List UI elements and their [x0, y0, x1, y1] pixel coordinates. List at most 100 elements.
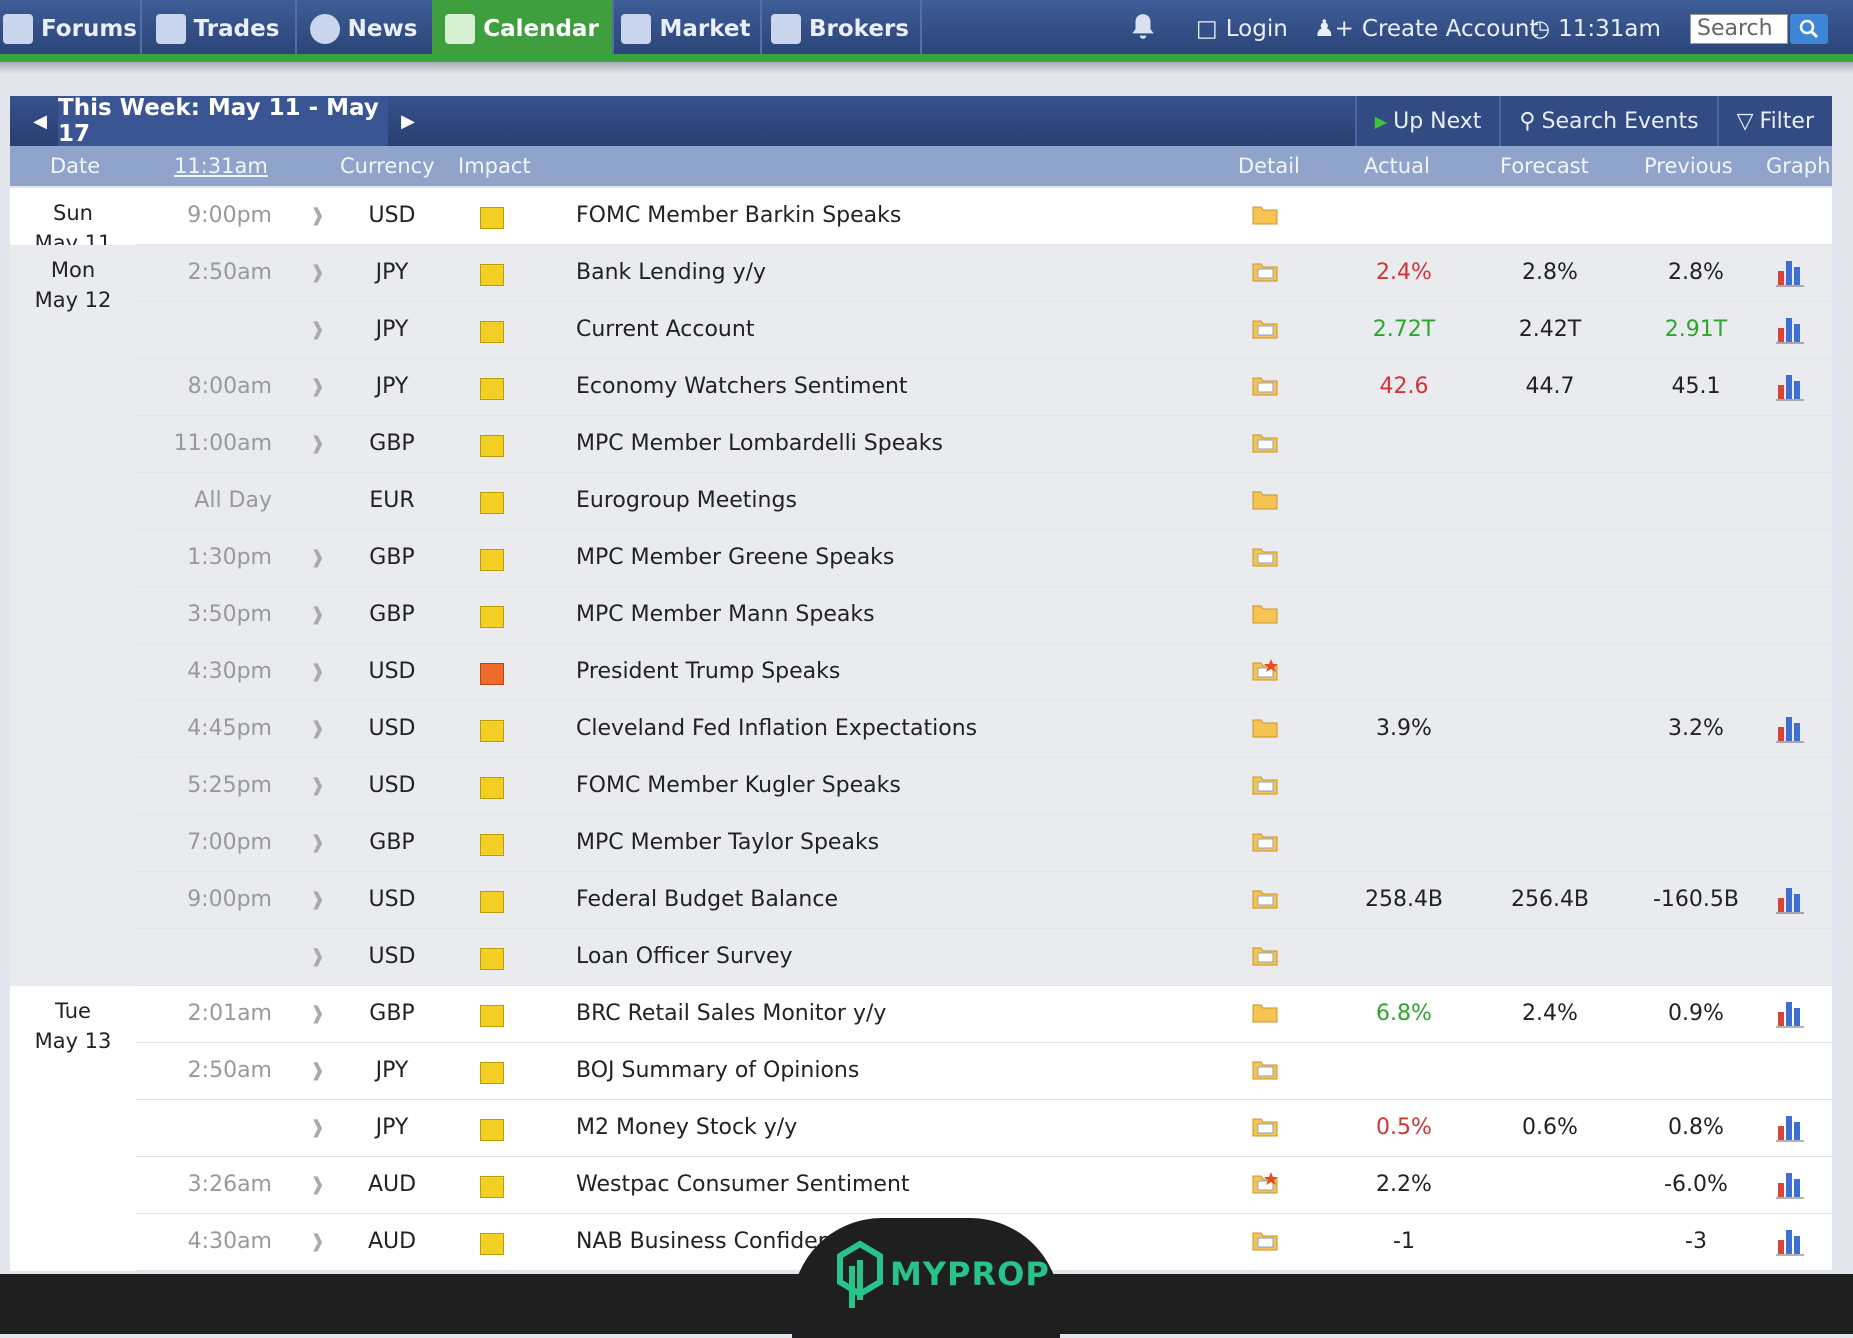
graph-icon[interactable]	[1776, 1112, 1804, 1142]
detail-folder-icon[interactable]	[1252, 260, 1278, 282]
table-row[interactable]: 8:00am ❱ JPY Economy Watchers Sentiment 42.6…	[136, 359, 1832, 417]
event-title[interactable]: MPC Member Taylor Speaks	[576, 830, 880, 855]
event-title[interactable]: Bank Lending y/y	[576, 260, 767, 285]
impact-icon[interactable]	[480, 663, 504, 685]
impact-icon[interactable]	[480, 1005, 504, 1027]
graph-icon[interactable]	[1776, 998, 1804, 1028]
sound-icon[interactable]: ❱	[310, 1231, 326, 1252]
table-row[interactable]: 5:25pm ❱ USD FOMC Member Kugler Speaks	[136, 758, 1832, 816]
detail-folder-icon[interactable]	[1252, 545, 1278, 567]
tab-news[interactable]: News	[295, 0, 434, 58]
tab-market[interactable]: Market	[612, 0, 762, 58]
table-row[interactable]: 1:30pm ❱ GBP MPC Member Greene Speaks	[136, 530, 1832, 588]
detail-folder-icon[interactable]	[1252, 830, 1278, 852]
sound-icon[interactable]: ❱	[310, 604, 326, 625]
create-account-link[interactable]: ♟+ Create Account	[1314, 16, 1539, 42]
sound-icon[interactable]: ❱	[310, 262, 326, 283]
event-title[interactable]: Cleveland Fed Inflation Expectations	[576, 716, 978, 741]
next-week-button[interactable]: ▶	[388, 96, 428, 146]
impact-icon[interactable]	[480, 1233, 504, 1255]
tab-trades[interactable]: Trades	[140, 0, 297, 58]
impact-icon[interactable]	[480, 549, 504, 571]
table-row[interactable]: 2:50am ❱ JPY Bank Lending y/y 2.4% 2.8% 2.8%	[136, 245, 1832, 303]
impact-icon[interactable]	[480, 1119, 504, 1141]
graph-icon[interactable]	[1776, 884, 1804, 914]
sound-icon[interactable]: ❱	[310, 1060, 326, 1081]
search-input[interactable]: Search	[1690, 14, 1788, 44]
event-title[interactable]: MPC Member Lombardelli Speaks	[576, 431, 943, 456]
detail-folder-icon[interactable]	[1252, 716, 1278, 738]
col-time[interactable]: 11:31am	[174, 154, 268, 178]
table-row[interactable]: 4:30pm ❱ USD President Trump Speaks	[136, 644, 1832, 702]
detail-folder-icon[interactable]	[1252, 1001, 1278, 1023]
impact-icon[interactable]	[480, 378, 504, 400]
event-title[interactable]: MPC Member Mann Speaks	[576, 602, 875, 627]
graph-icon[interactable]	[1776, 314, 1804, 344]
detail-star-folder-icon[interactable]	[1252, 1172, 1278, 1194]
detail-folder-icon[interactable]	[1252, 944, 1278, 966]
sound-icon[interactable]: ❱	[310, 205, 326, 226]
table-row[interactable]: 2:50am ❱ JPY BOJ Summary of Opinions	[136, 1043, 1832, 1101]
sound-icon[interactable]: ❱	[310, 1117, 326, 1138]
graph-icon[interactable]	[1776, 1226, 1804, 1256]
sound-icon[interactable]: ❱	[310, 832, 326, 853]
filter-button[interactable]: ▽ Filter	[1716, 96, 1832, 146]
impact-icon[interactable]	[480, 777, 504, 799]
event-title[interactable]: FOMC Member Kugler Speaks	[576, 773, 901, 798]
detail-folder-icon[interactable]	[1252, 602, 1278, 624]
impact-icon[interactable]	[480, 606, 504, 628]
detail-folder-icon[interactable]	[1252, 887, 1278, 909]
tab-calendar[interactable]: Calendar	[432, 0, 614, 58]
event-title[interactable]: Economy Watchers Sentiment	[576, 374, 908, 399]
event-title[interactable]: Westpac Consumer Sentiment	[576, 1172, 910, 1197]
event-title[interactable]: M2 Money Stock y/y	[576, 1115, 798, 1140]
impact-icon[interactable]	[480, 891, 504, 913]
sound-icon[interactable]: ❱	[310, 319, 326, 340]
table-row[interactable]: 2:01am ❱ GBP BRC Retail Sales Monitor y/y 6.…	[136, 986, 1832, 1044]
detail-folder-icon[interactable]	[1252, 1229, 1278, 1251]
graph-icon[interactable]	[1776, 257, 1804, 287]
sound-icon[interactable]: ❱	[310, 775, 326, 796]
detail-folder-icon[interactable]	[1252, 374, 1278, 396]
table-row[interactable]: 3:50pm ❱ GBP MPC Member Mann Speaks	[136, 587, 1832, 645]
table-row[interactable]: All Day EUR Eurogroup Meetings	[136, 473, 1832, 531]
table-row[interactable]: 11:00am ❱ GBP MPC Member Lombardelli Speaks	[136, 416, 1832, 474]
event-title[interactable]: Loan Officer Survey	[576, 944, 793, 969]
event-title[interactable]: President Trump Speaks	[576, 659, 841, 684]
table-row[interactable]: 3:26am ❱ AUD Westpac Consumer Sentiment 2.2%…	[136, 1157, 1832, 1215]
search-events-button[interactable]: ⚲ Search Events	[1499, 96, 1717, 146]
table-row[interactable]: ❱ JPY Current Account 2.72T 2.42T 2.91T	[136, 302, 1832, 360]
event-title[interactable]: NAB Business Confidence	[576, 1229, 858, 1254]
detail-folder-icon[interactable]	[1252, 773, 1278, 795]
event-title[interactable]: Federal Budget Balance	[576, 887, 838, 912]
impact-icon[interactable]	[480, 948, 504, 970]
up-next-button[interactable]: ▶ Up Next	[1354, 96, 1500, 146]
table-row[interactable]: 9:00pm ❱ USD Federal Budget Balance 258.4B 25…	[136, 872, 1832, 930]
impact-icon[interactable]	[480, 834, 504, 856]
sound-icon[interactable]: ❱	[310, 1174, 326, 1195]
sound-icon[interactable]: ❱	[310, 547, 326, 568]
sound-icon[interactable]: ❱	[310, 946, 326, 967]
prev-week-button[interactable]: ◀	[20, 96, 60, 146]
graph-icon[interactable]	[1776, 371, 1804, 401]
impact-icon[interactable]	[480, 264, 504, 286]
table-row[interactable]: 7:00pm ❱ GBP MPC Member Taylor Speaks	[136, 815, 1832, 873]
sound-icon[interactable]: ❱	[310, 433, 326, 454]
event-title[interactable]: Eurogroup Meetings	[576, 488, 797, 513]
table-row[interactable]: ❱ USD Loan Officer Survey	[136, 929, 1832, 987]
sound-icon[interactable]: ❱	[310, 376, 326, 397]
graph-icon[interactable]	[1776, 1169, 1804, 1199]
impact-icon[interactable]	[480, 321, 504, 343]
sound-icon[interactable]: ❱	[310, 718, 326, 739]
sound-icon[interactable]: ❱	[310, 889, 326, 910]
impact-icon[interactable]	[480, 1062, 504, 1084]
table-row[interactable]: 9:00pm ❱ USD FOMC Member Barkin Speaks	[136, 188, 1832, 246]
detail-folder-icon[interactable]	[1252, 488, 1278, 510]
impact-icon[interactable]	[480, 1176, 504, 1198]
detail-folder-icon[interactable]	[1252, 1115, 1278, 1137]
sound-icon[interactable]: ❱	[310, 1003, 326, 1024]
detail-folder-icon[interactable]	[1252, 317, 1278, 339]
event-title[interactable]: BRC Retail Sales Monitor y/y	[576, 1001, 887, 1026]
week-label[interactable]: This Week: May 11 - May 17	[58, 95, 388, 147]
table-row[interactable]: ❱ JPY M2 Money Stock y/y 0.5% 0.6% 0.8%	[136, 1100, 1832, 1158]
